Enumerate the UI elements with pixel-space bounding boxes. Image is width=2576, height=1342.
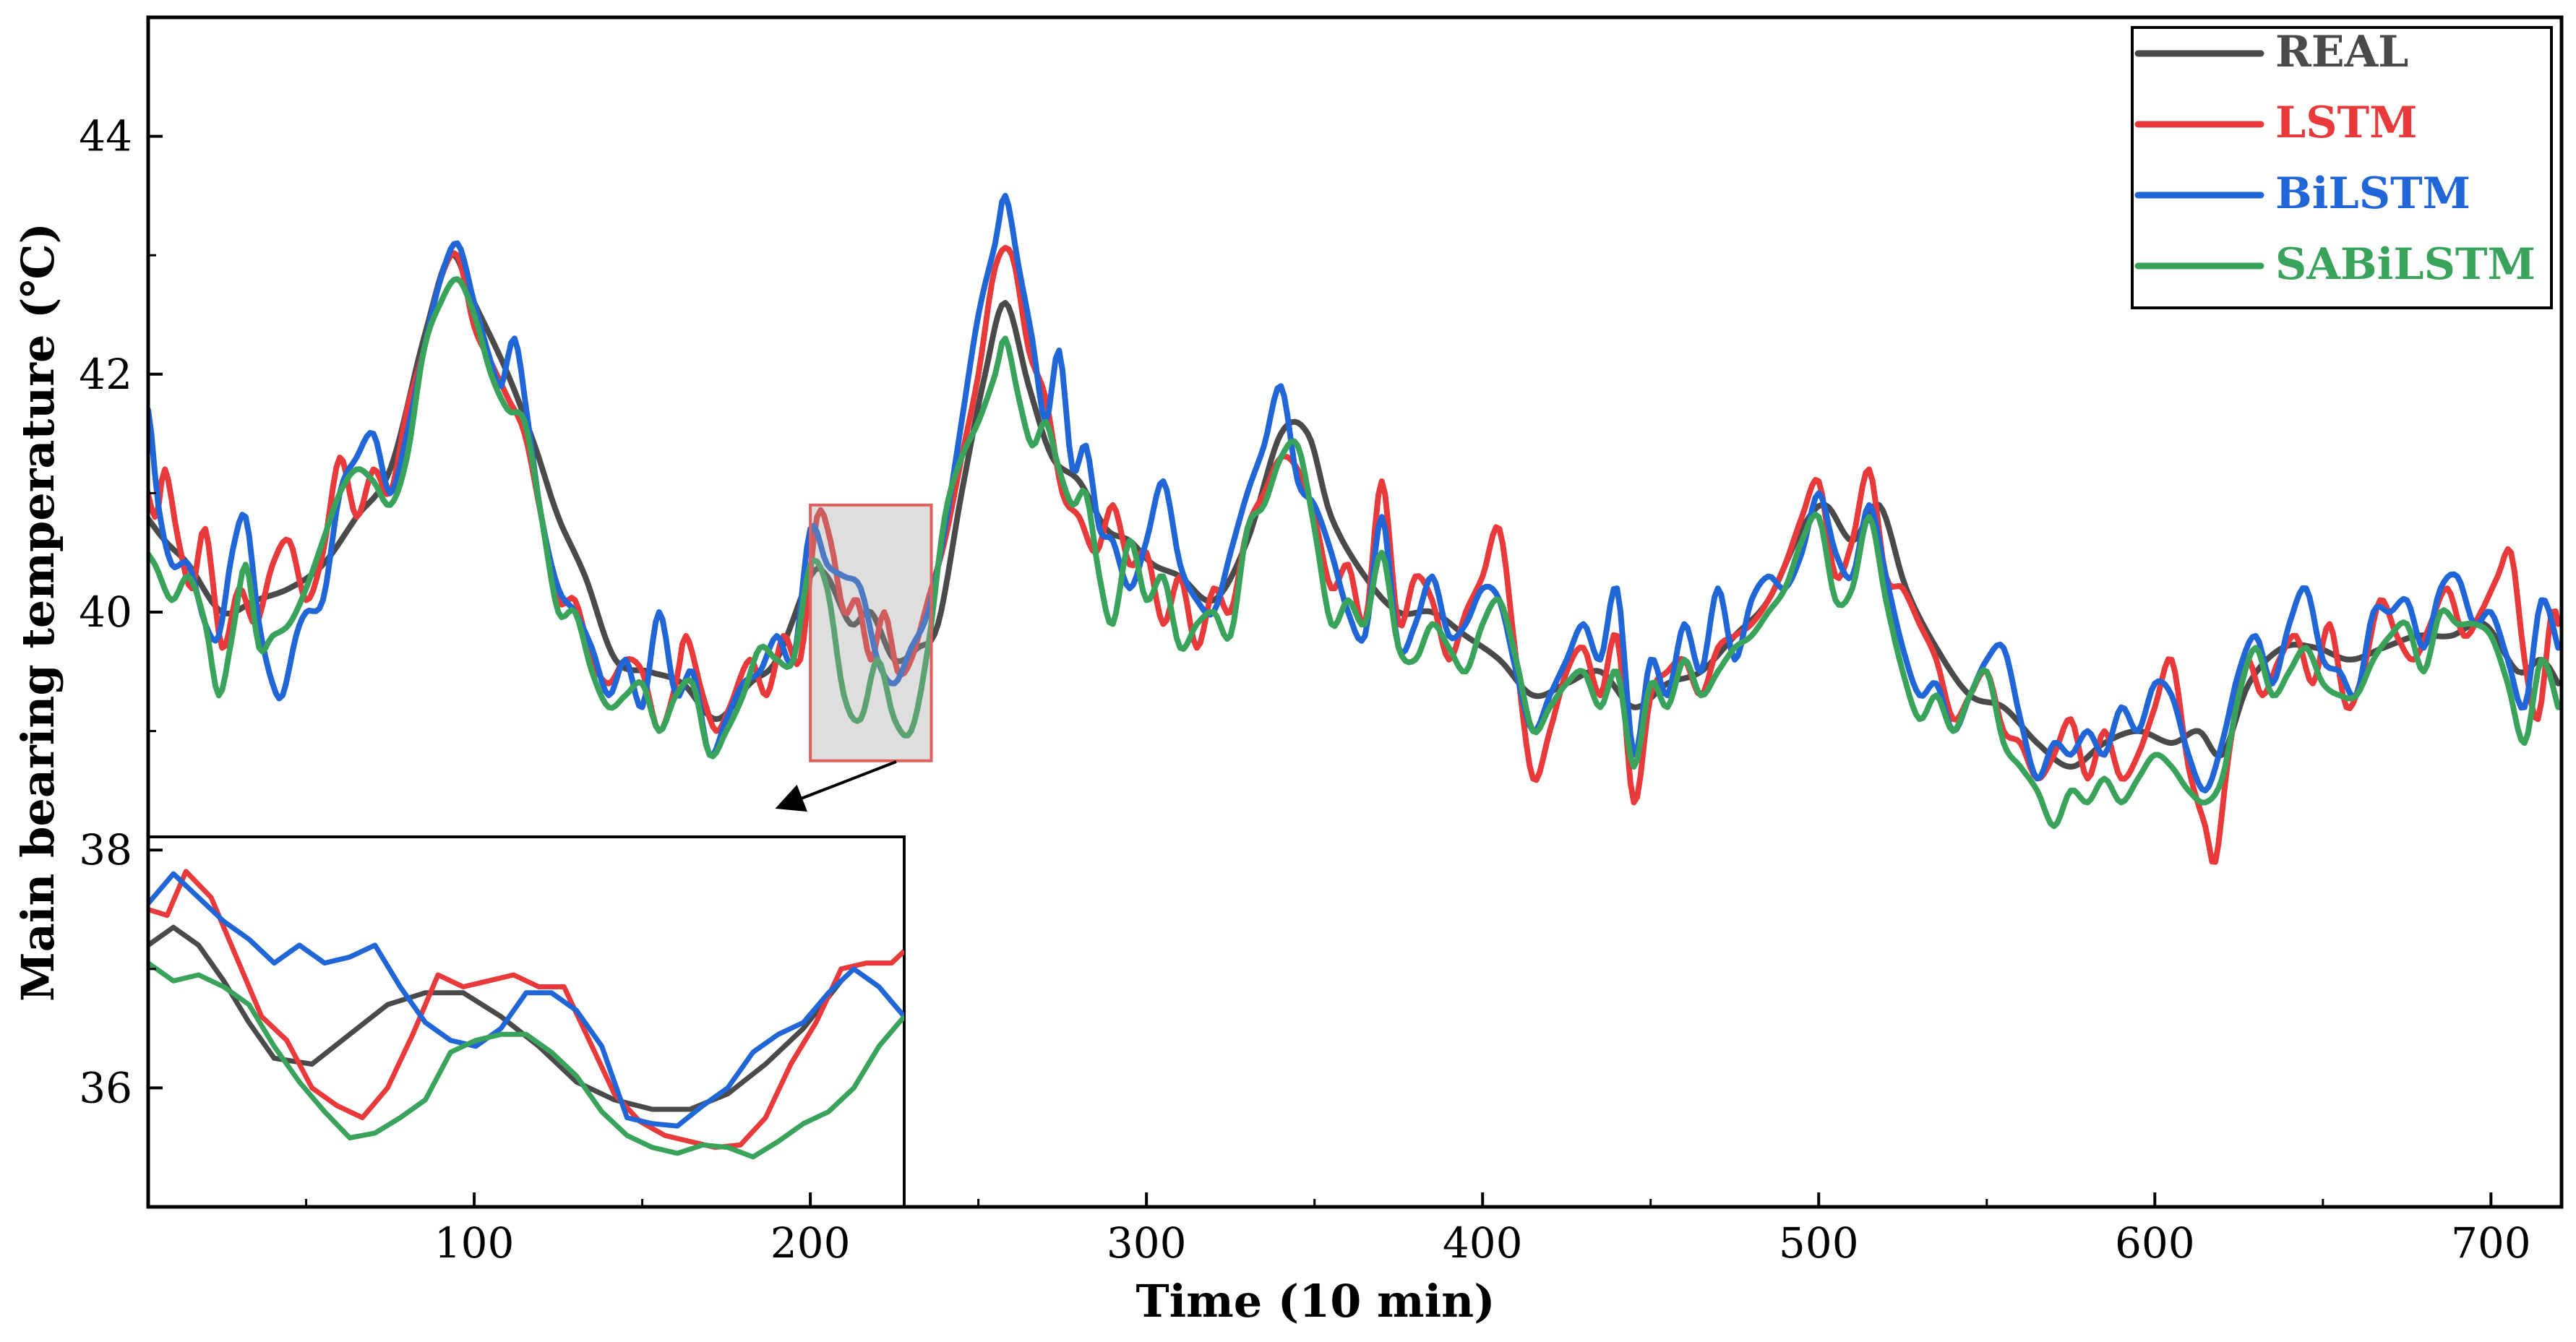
legend-box bbox=[2131, 26, 2553, 309]
legend-label-lstm: LSTM bbox=[2275, 98, 2418, 148]
legend-label-bilstm: BiLSTM bbox=[2275, 168, 2470, 219]
x-tick-label: 700 bbox=[2451, 1218, 2531, 1268]
x-tick-label: 600 bbox=[2115, 1218, 2195, 1268]
x-axis-title: Time (10 min) bbox=[1135, 1275, 1495, 1328]
x-tick-label: 300 bbox=[1107, 1218, 1187, 1268]
x-tick-label: 100 bbox=[434, 1218, 515, 1268]
inset-frame bbox=[147, 835, 906, 1208]
y-tick-label: 36 bbox=[79, 1063, 132, 1112]
x-tick-label: 500 bbox=[1779, 1218, 1859, 1268]
legend-label-sabilstm: SABiLSTM bbox=[2275, 239, 2536, 290]
inset-line-lstm bbox=[148, 869, 904, 1150]
inset-panel bbox=[147, 835, 906, 1208]
y-tick-label: 38 bbox=[79, 825, 132, 874]
y-tick-label: 44 bbox=[79, 112, 132, 161]
y-tick-label: 42 bbox=[79, 350, 132, 399]
inset-line-sabilstm bbox=[148, 960, 904, 1160]
x-tick-label: 200 bbox=[770, 1218, 851, 1268]
axis-ticks: 100 200 300 400 500 600 700 36 38 40 42 44 bbox=[79, 16, 2531, 1268]
y-tick-label: 40 bbox=[79, 588, 132, 637]
inset-line-bilstm bbox=[148, 871, 904, 1129]
legend: REAL LSTM BiLSTM SABiLSTM bbox=[2131, 26, 2553, 309]
legend-label-real: REAL bbox=[2275, 27, 2408, 77]
series-line-real bbox=[148, 251, 2562, 770]
zoom-layer bbox=[775, 503, 933, 812]
x-tick-label: 400 bbox=[1443, 1218, 1523, 1268]
zoom-highlight-box bbox=[809, 503, 933, 762]
y-axis-title: Main bearing temperature (℃) bbox=[12, 223, 64, 1002]
series-line-sabilstm bbox=[148, 276, 2562, 830]
series-layer bbox=[148, 192, 2562, 865]
zoom-arrow bbox=[775, 760, 897, 812]
